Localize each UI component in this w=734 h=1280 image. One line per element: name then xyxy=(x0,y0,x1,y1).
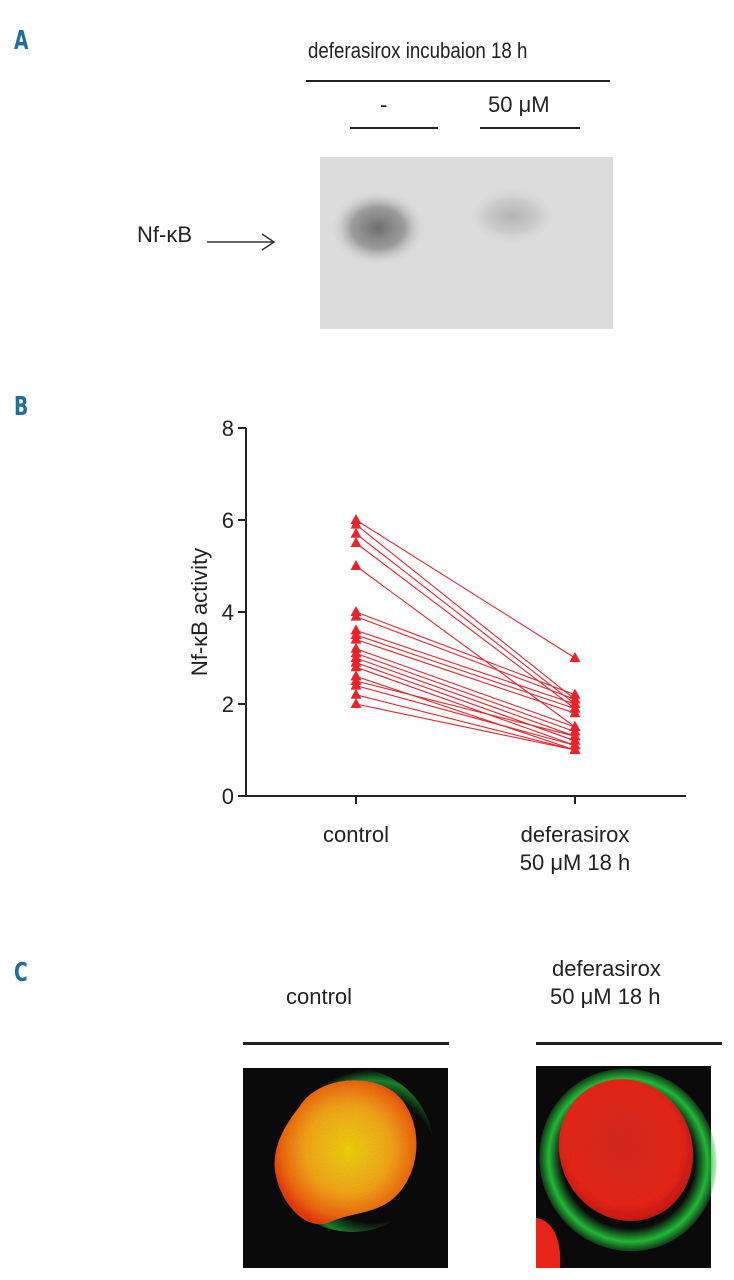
data-point-10-treated xyxy=(569,707,581,718)
series-line-19 xyxy=(355,694,576,751)
data-point-3-control xyxy=(350,527,362,538)
y-axis-label: Nf-κB activity xyxy=(187,548,212,676)
series-line-9 xyxy=(355,634,576,710)
data-point-7-control xyxy=(350,610,362,621)
data-point-10-control xyxy=(350,633,362,644)
data-point-19-control xyxy=(350,688,362,699)
data-point-18-control xyxy=(350,679,362,690)
lane-rule-control xyxy=(350,127,438,129)
series-line-8 xyxy=(355,629,576,705)
series-line-14 xyxy=(355,662,576,742)
data-point-2-control xyxy=(350,518,362,529)
x-tick-label: deferasirox xyxy=(521,822,630,847)
series-line-20 xyxy=(355,703,576,751)
series-line-10 xyxy=(355,639,576,714)
series-line-15 xyxy=(355,666,576,746)
gel-blot xyxy=(320,157,613,329)
paired-line-chart: 0 2 4 6 8 control deferasirox 50 μM 18 h Nf-κB… xyxy=(187,416,686,875)
lane-rule-treated xyxy=(480,127,580,129)
chart-lines xyxy=(355,519,576,751)
series-line-3 xyxy=(355,533,576,705)
micrograph-rule-treated xyxy=(536,1042,722,1045)
series-line-12 xyxy=(355,652,576,733)
series-line-6 xyxy=(355,611,576,696)
panel-a-header-rule xyxy=(306,80,610,82)
micrograph-rule-control xyxy=(243,1042,449,1045)
chart-markers xyxy=(350,514,581,754)
micrograph-control xyxy=(243,1068,448,1268)
y-tick-label: 6 xyxy=(222,508,234,533)
series-line-16 xyxy=(355,675,576,751)
series-line-4 xyxy=(355,542,576,710)
data-point-1-treated xyxy=(569,652,581,662)
series-line-1 xyxy=(355,519,576,659)
data-point-4-control xyxy=(350,537,362,547)
y-tick-label: 0 xyxy=(222,784,234,809)
y-tick-label: 2 xyxy=(222,692,234,717)
series-line-11 xyxy=(355,648,576,728)
panel-letter-b: B xyxy=(14,392,29,422)
series-line-5 xyxy=(355,565,576,728)
series-line-18 xyxy=(355,685,576,746)
series-line-13 xyxy=(355,657,576,737)
x-tick-label: 50 μM 18 h xyxy=(520,850,631,875)
micrograph-label-treated-2: 50 μM 18 h xyxy=(550,984,661,1009)
series-line-2 xyxy=(355,524,576,700)
data-point-15-control xyxy=(350,661,362,672)
band-treated xyxy=(468,188,556,244)
cell-nucleus-control xyxy=(274,1080,417,1225)
band-control xyxy=(330,190,426,266)
y-tick-label: 4 xyxy=(222,600,234,625)
neighbor-cell-fragment xyxy=(536,1218,561,1268)
series-line-17 xyxy=(355,680,576,737)
panel-a-header: deferasirox incubaion 18 h xyxy=(308,38,528,63)
lane-label-treated: 50 μM xyxy=(488,92,550,117)
series-line-7 xyxy=(355,616,576,700)
data-point-20-control xyxy=(350,698,362,708)
data-point-5-control xyxy=(350,560,362,570)
y-tick-label: 8 xyxy=(222,416,234,441)
data-point-17-treated xyxy=(569,730,581,741)
cell-nucleus-treated xyxy=(558,1079,694,1221)
band-label: Nf-κB xyxy=(137,222,192,247)
x-tick-label: control xyxy=(323,822,389,847)
panel-letter-c: C xyxy=(14,958,28,988)
band-arrow xyxy=(207,233,276,251)
micrograph-label-treated-1: deferasirox xyxy=(552,956,661,981)
x-ticks: control deferasirox 50 μM 18 h xyxy=(323,796,630,875)
lane-label-control: - xyxy=(380,92,388,117)
micrograph-label-control: control xyxy=(286,984,353,1009)
y-ticks: 0 2 4 6 8 xyxy=(222,416,246,809)
data-point-20-treated xyxy=(569,744,581,754)
micrograph-treated xyxy=(536,1066,717,1268)
panel-letter-a: A xyxy=(14,26,29,56)
